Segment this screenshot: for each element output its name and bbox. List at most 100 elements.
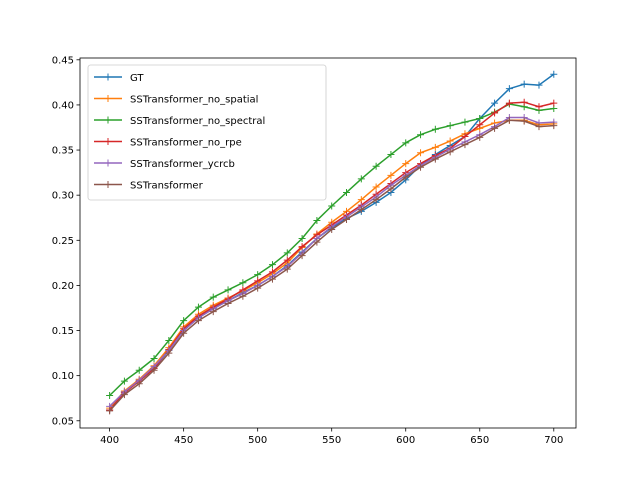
y-tick-label: 0.25 <box>52 236 74 247</box>
plot-lines <box>106 70 558 415</box>
data-point <box>387 185 395 193</box>
data-point <box>298 234 306 242</box>
series-sstransformer <box>106 116 558 415</box>
data-point <box>491 109 499 117</box>
data-point <box>268 275 276 283</box>
data-point <box>357 175 365 183</box>
data-point <box>520 98 528 106</box>
data-point <box>431 143 439 151</box>
data-point <box>120 377 128 385</box>
data-point <box>446 122 454 130</box>
data-point <box>165 349 173 357</box>
data-point <box>550 70 558 78</box>
data-point <box>298 243 306 251</box>
data-point <box>254 284 262 292</box>
data-point <box>476 133 484 141</box>
legend-label: SSTransformer_ycrcb <box>130 159 235 170</box>
legend-label: SSTransformer_no_spectral <box>130 116 265 127</box>
data-point <box>417 163 425 171</box>
legend-label: GT <box>130 73 144 84</box>
data-point <box>387 151 395 159</box>
legend-item: SSTransformer <box>94 181 204 192</box>
axes-frame <box>79 57 577 429</box>
data-point <box>239 292 247 300</box>
x-tick-label: 400 <box>100 435 119 446</box>
legend-marker <box>104 116 112 124</box>
y-tick-label: 0.35 <box>52 146 74 157</box>
data-point <box>150 366 158 374</box>
data-point <box>194 317 202 325</box>
legend-box <box>87 64 327 201</box>
x-tick-label: 500 <box>248 435 267 446</box>
data-point <box>224 299 232 307</box>
data-point <box>283 256 291 264</box>
data-point <box>550 122 558 130</box>
legend-label: SSTransformer_no_rpe <box>130 138 242 149</box>
data-point <box>224 286 232 294</box>
data-point <box>357 206 365 214</box>
data-point <box>209 308 217 316</box>
data-point <box>505 85 513 93</box>
legend-marker <box>104 73 112 81</box>
y-tick-label: 0.40 <box>52 100 74 111</box>
data-point <box>283 249 291 257</box>
data-point <box>283 265 291 273</box>
data-point <box>180 317 188 325</box>
data-point <box>343 188 351 196</box>
data-point <box>431 125 439 133</box>
legend-item: GT <box>94 73 144 84</box>
legend-marker <box>104 95 112 102</box>
legend-item: SSTransformer_ycrcb <box>94 159 235 170</box>
legend-item: SSTransformer_no_spectral <box>94 116 265 127</box>
data-point <box>209 293 217 301</box>
data-point <box>431 155 439 163</box>
y-tick-label: 0.20 <box>52 281 74 292</box>
y-tick-label: 0.30 <box>52 191 74 202</box>
data-point <box>505 99 513 107</box>
x-tick-label: 650 <box>470 435 489 446</box>
data-point <box>491 99 499 107</box>
data-point <box>535 103 543 111</box>
data-point <box>328 225 336 233</box>
x-tick-label: 450 <box>174 435 193 446</box>
y-tick-label: 0.45 <box>52 55 74 66</box>
data-point <box>298 252 306 260</box>
data-point <box>520 117 528 125</box>
data-point <box>535 123 543 131</box>
y-tick-label: 0.10 <box>52 371 74 382</box>
data-point <box>402 160 410 168</box>
y-tick-label: 0.05 <box>52 416 74 427</box>
data-point <box>106 407 114 415</box>
legend-item: SSTransformer_no_rpe <box>94 138 242 149</box>
data-point <box>313 238 321 246</box>
x-axis: 400 450 500 550 600 650 700 <box>100 428 563 446</box>
series-sstransformer-no-spectral <box>106 100 558 400</box>
data-point <box>372 162 380 170</box>
legend: GT SSTransformer_no_spatial SSTransformer_… <box>87 64 327 201</box>
data-point <box>150 355 158 363</box>
legend-item: SSTransformer_no_spatial <box>94 95 258 106</box>
data-point <box>505 116 513 124</box>
data-point <box>120 391 128 399</box>
data-point <box>372 196 380 204</box>
data-point <box>491 124 499 132</box>
data-point <box>417 131 425 139</box>
y-axis: 0.05 0.10 0.15 0.20 0.25 0.30 0.35 0.40 0.45 <box>52 55 80 427</box>
data-point <box>461 118 469 126</box>
data-point <box>550 99 558 107</box>
data-point <box>135 380 143 388</box>
data-point <box>446 137 454 145</box>
data-point <box>268 261 276 269</box>
data-point <box>313 216 321 224</box>
data-point <box>343 216 351 224</box>
data-point <box>180 329 188 337</box>
data-point <box>402 139 410 147</box>
data-point <box>535 81 543 89</box>
data-point <box>254 271 262 279</box>
y-tick-label: 0.15 <box>52 326 74 337</box>
data-point <box>402 173 410 181</box>
data-point <box>106 392 114 400</box>
data-point <box>476 121 484 129</box>
x-tick-label: 600 <box>396 435 415 446</box>
